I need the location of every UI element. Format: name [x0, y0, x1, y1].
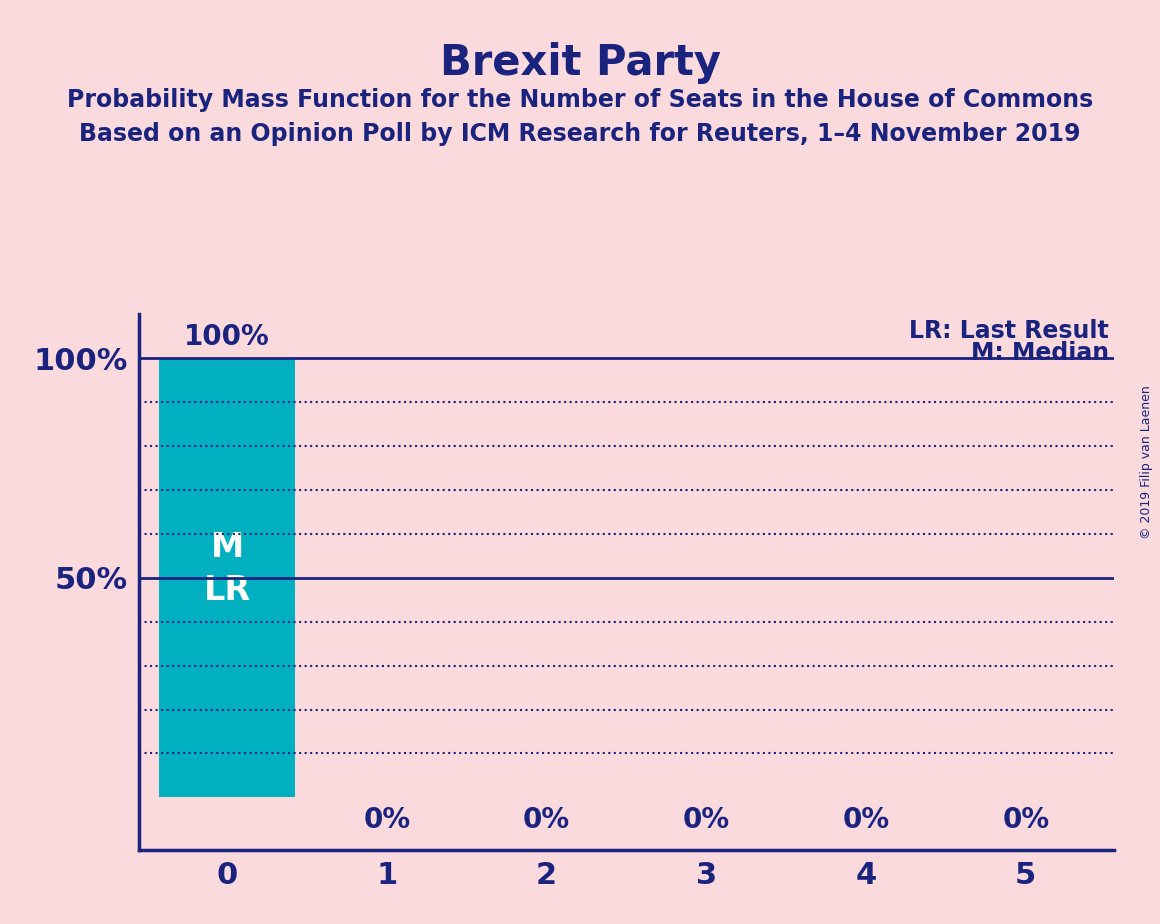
Text: 0%: 0%	[842, 806, 890, 834]
Text: 0%: 0%	[523, 806, 570, 834]
Text: LR: Last Result: LR: Last Result	[909, 319, 1109, 343]
Bar	[159, 359, 295, 797]
Text: Brexit Party: Brexit Party	[440, 42, 720, 83]
Text: 100%: 100%	[184, 323, 270, 351]
Text: 0%: 0%	[363, 806, 411, 834]
Text: M
LR: M LR	[203, 530, 251, 607]
Text: Probability Mass Function for the Number of Seats in the House of Commons: Probability Mass Function for the Number…	[67, 88, 1093, 112]
Text: 0%: 0%	[1002, 806, 1050, 834]
Text: M: Median: M: Median	[971, 341, 1109, 364]
Text: 0%: 0%	[683, 806, 730, 834]
Text: © 2019 Filip van Laenen: © 2019 Filip van Laenen	[1139, 385, 1153, 539]
Text: Based on an Opinion Poll by ICM Research for Reuters, 1–4 November 2019: Based on an Opinion Poll by ICM Research…	[79, 122, 1081, 146]
